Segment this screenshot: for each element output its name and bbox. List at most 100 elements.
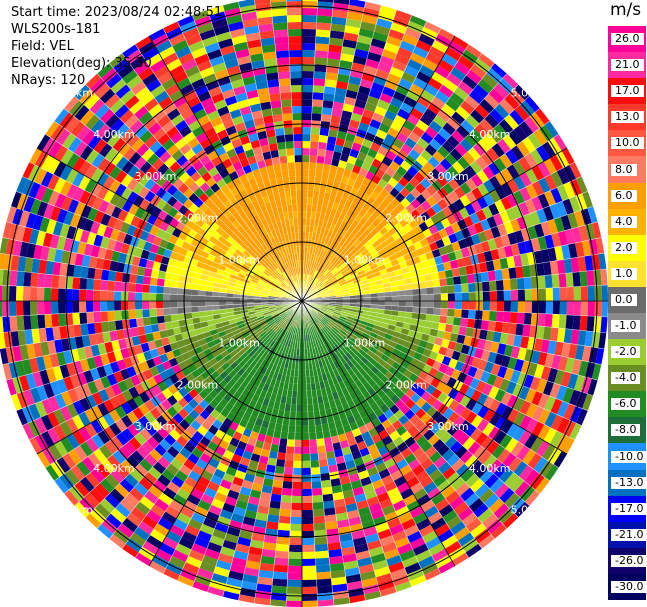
radar-cell (524, 469, 539, 486)
radar-cell (361, 519, 376, 530)
radar-cell (370, 308, 378, 313)
radar-cell (266, 521, 279, 530)
radar-cell (274, 557, 289, 566)
radar-cell (302, 362, 306, 370)
radar-cell (474, 528, 491, 544)
radar-cell (560, 214, 572, 231)
radar-cell (369, 142, 381, 153)
radar-cell (482, 422, 495, 437)
radar-cell (320, 336, 326, 344)
radar-cell (307, 411, 315, 419)
radar-cell (251, 532, 265, 542)
radar-cell (406, 530, 423, 544)
radar-cell (313, 279, 319, 286)
radar-cell (312, 317, 317, 325)
radar-cell (361, 279, 369, 285)
radar-cell (374, 231, 383, 240)
radar-cell (460, 487, 475, 502)
radar-cell (345, 252, 354, 260)
radar-cell (343, 453, 354, 463)
radar-cell (498, 508, 515, 524)
radar-cell (488, 426, 501, 441)
radar-cell (163, 314, 172, 323)
radar-cell (436, 263, 445, 273)
radar-cell (278, 445, 287, 454)
radar-cell (554, 245, 564, 261)
radar-cell (260, 448, 271, 458)
radar-cell (394, 10, 412, 21)
radar-cell (308, 169, 316, 177)
radar-cell (320, 206, 328, 215)
radar-cell (384, 457, 396, 469)
radar-cell (302, 537, 315, 546)
radar-cell (23, 271, 32, 287)
radar-cell (328, 129, 339, 138)
radar-cell (322, 163, 331, 172)
radar-cell (419, 354, 429, 365)
radar-cell (314, 339, 320, 347)
radar-cell (473, 221, 484, 234)
radar-cell (346, 415, 356, 425)
radar-cell (449, 496, 465, 510)
radar-cell (44, 301, 52, 315)
radar-cell (390, 285, 399, 292)
radar-cell (319, 287, 327, 292)
radar-cell (489, 108, 505, 124)
radar-cell (321, 295, 329, 298)
radar-cell (334, 343, 341, 352)
radar-cell (295, 425, 302, 433)
radar-cell (520, 227, 531, 242)
radar-cell (352, 105, 365, 116)
radar-cell (302, 355, 306, 363)
radar-cell (427, 102, 442, 115)
radar-cell (170, 301, 178, 308)
radar-cell (298, 362, 302, 370)
radar-cell (388, 29, 405, 41)
radar-cell (336, 321, 344, 328)
radar-cell (330, 278, 338, 284)
radar-cell (350, 210, 359, 220)
radar-cell (412, 46, 429, 59)
radar-cell (30, 301, 38, 316)
radar-cell (427, 335, 437, 344)
radar-cell (44, 274, 53, 288)
radar-cell (302, 43, 316, 51)
radar-cell (324, 79, 337, 88)
radar-cell (315, 169, 323, 178)
radar-cell (484, 113, 499, 129)
radar-cell (315, 424, 323, 433)
radar-cell (268, 450, 279, 459)
radar-cell (363, 266, 372, 273)
radar-cell (503, 221, 515, 235)
radar-cell (374, 362, 383, 371)
radar-cell (320, 177, 328, 186)
radar-cell (386, 235, 396, 245)
radar-cell (473, 84, 489, 99)
radar-cell (397, 311, 406, 318)
radar-cell (368, 357, 378, 366)
radar-cell (446, 165, 459, 179)
radar-cell (453, 415, 466, 429)
radar-cell (370, 289, 378, 294)
radar-cell (440, 285, 448, 294)
radar-cell (320, 387, 328, 396)
radar-cell (323, 326, 330, 333)
radar-cell (249, 489, 262, 499)
radar-cell (272, 578, 288, 587)
radar-cell (531, 180, 545, 197)
radar-cell (320, 320, 326, 327)
radar-cell (322, 318, 329, 324)
radar-cell (302, 348, 305, 356)
radar-cell (375, 168, 386, 179)
radar-cell (86, 289, 94, 301)
radar-cell (422, 266, 432, 275)
radar-cell (366, 349, 375, 358)
radar-cell (346, 208, 354, 217)
radar-cell (191, 301, 199, 307)
radar-cell (107, 290, 115, 301)
radar-cell (323, 500, 335, 509)
radar-cell (339, 372, 347, 382)
radar-cell (346, 315, 355, 321)
radar-cell (505, 207, 517, 222)
radar-cell (441, 235, 452, 247)
